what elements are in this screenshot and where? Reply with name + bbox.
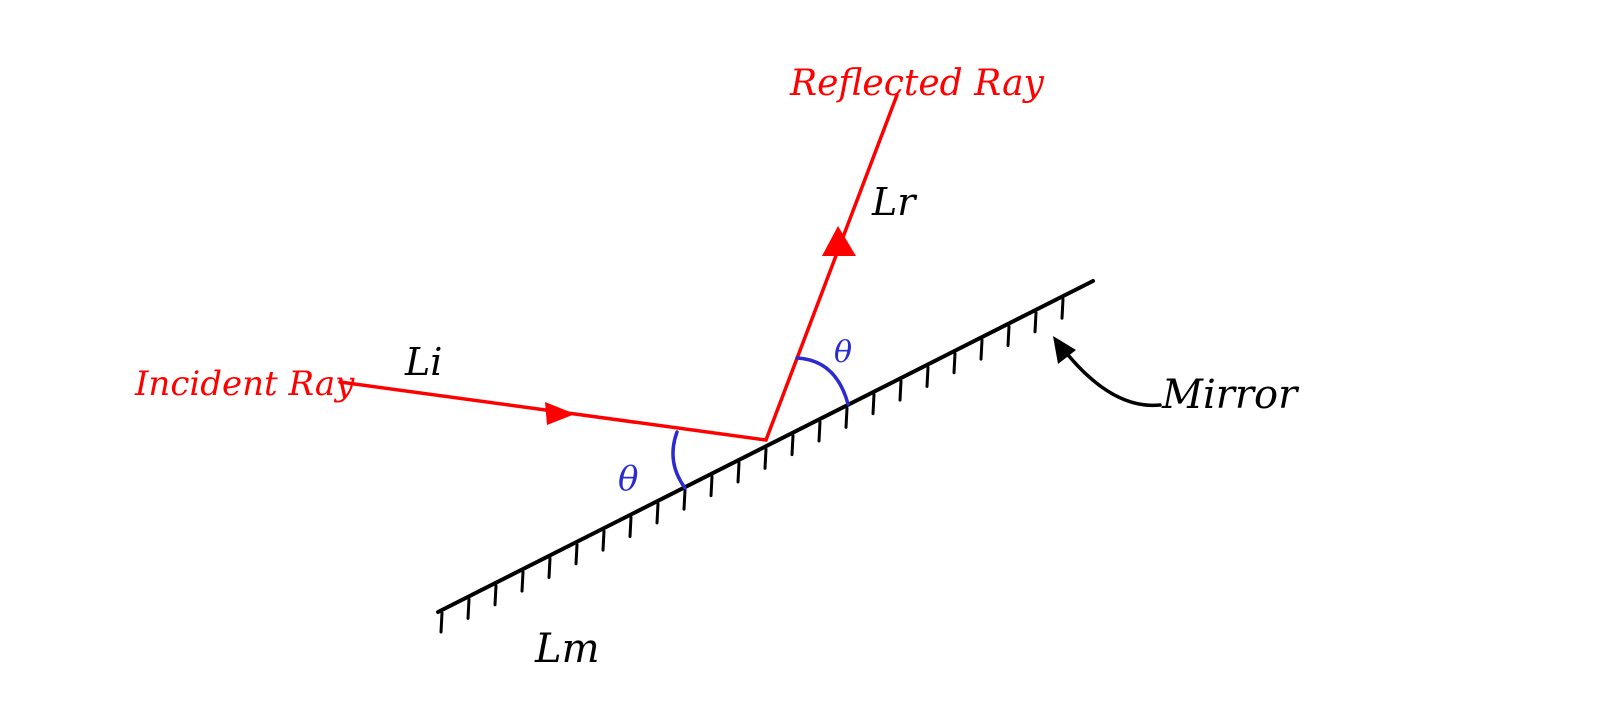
incident-ray-label: Incident Ray — [134, 364, 355, 404]
mirror-hatch-mark — [1006, 324, 1011, 347]
mirror-hatch-mark — [601, 529, 606, 552]
mirror-hatch-mark — [736, 461, 741, 484]
mirror-surface — [436, 279, 1095, 614]
mirror-hatch-mark — [466, 597, 471, 620]
mirror-hatch-mark — [898, 379, 903, 402]
mirror-hatch-mark — [871, 393, 876, 416]
mirror-hatch-mark — [493, 584, 498, 607]
mirror-hatch-mark — [1060, 297, 1065, 320]
mirror-hatch-mark — [763, 447, 768, 470]
mirror-hatch-mark — [655, 502, 660, 525]
mirror-hatching — [439, 297, 1065, 634]
mirror-hatch-mark — [628, 515, 633, 538]
mirror-hatch-mark — [574, 543, 579, 566]
reflected-angle-arc — [795, 356, 850, 406]
mirror-label: Mirror — [1161, 372, 1300, 418]
incident-arrow-icon — [545, 402, 575, 425]
mirror-hatch-mark — [952, 352, 957, 375]
mirror-hatch-mark — [817, 420, 822, 443]
reflected-line-label: Lr — [871, 180, 918, 224]
mirror-hatch-mark — [439, 611, 444, 634]
mirror-hatch-mark — [682, 488, 687, 511]
mirror-hatch-mark — [844, 406, 849, 429]
mirror-hatch-mark — [709, 475, 714, 498]
incident-angle-arc — [671, 430, 687, 490]
mirror-pointer-arrow-icon — [1053, 336, 1076, 364]
mirror-hatch-mark — [790, 434, 795, 457]
reflected-angle-label: θ — [834, 335, 852, 370]
mirror-hatch-mark — [979, 338, 984, 361]
mirror-hatch-mark — [520, 570, 525, 593]
mirror-line-label: Lm — [534, 626, 600, 672]
reflected-arrow-icon — [822, 226, 856, 256]
mirror-hatch-mark — [1033, 311, 1038, 334]
incident-line-label: Li — [404, 340, 442, 384]
reflected-ray-label: Reflected Ray — [789, 63, 1045, 104]
incident-angle-label: θ — [618, 459, 638, 499]
mirror-hatch-mark — [925, 365, 930, 388]
reflected-ray — [764, 93, 899, 442]
mirror-hatch-mark — [547, 556, 552, 579]
mirror-pointer-line — [1058, 343, 1162, 408]
